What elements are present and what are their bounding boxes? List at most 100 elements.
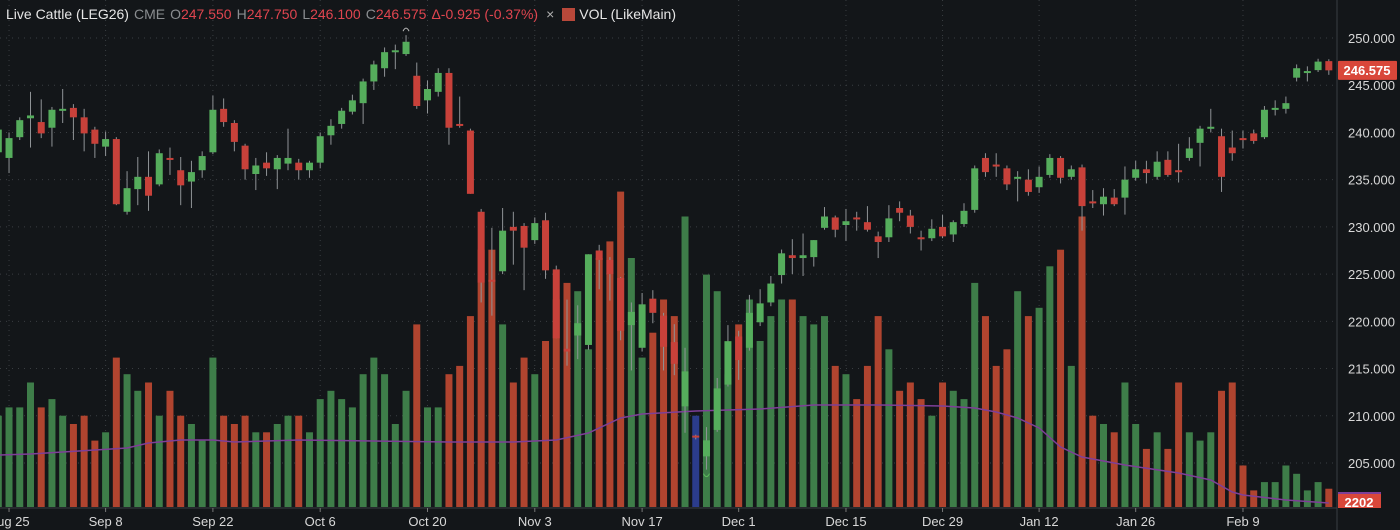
candle-body: [1218, 136, 1226, 177]
candle: [134, 157, 142, 206]
volume-bar: [1325, 488, 1333, 507]
candle-body: [949, 222, 957, 235]
candle-body: [670, 342, 678, 364]
price-tick-label: 250.000: [1348, 31, 1395, 46]
candle-body: [606, 259, 614, 275]
candle-body: [1046, 157, 1054, 175]
candle: [885, 205, 893, 242]
candle: [284, 128, 292, 171]
candle: [563, 299, 571, 366]
candle-body: [187, 172, 195, 182]
time-tick-label: Dec 1: [722, 514, 756, 529]
candle-body: [574, 323, 582, 336]
high-low-markers: [402, 27, 710, 478]
volume-legend-label[interactable]: VOL (LikeMain): [579, 6, 677, 22]
candle: [59, 89, 67, 123]
candle: [1014, 171, 1022, 202]
time-tick-label: Sep 8: [89, 514, 123, 529]
high-label: H: [236, 6, 247, 22]
candle-body: [445, 72, 453, 128]
time-tick-label: Jan 26: [1116, 514, 1155, 529]
volume-bar: [273, 424, 281, 507]
candle-body: [5, 138, 13, 158]
volume-bar: [305, 432, 313, 507]
open-label: O: [170, 6, 181, 22]
low-marker-icon: [703, 473, 710, 478]
candle: [273, 155, 281, 190]
candle: [713, 378, 721, 432]
candle: [91, 126, 99, 158]
candle: [1110, 189, 1118, 207]
high-marker-icon: [402, 27, 410, 32]
candle: [531, 217, 539, 244]
candle: [1153, 151, 1161, 180]
price-axis[interactable]: 250.000 245.000 240.000 235.000 230.000 225.0…: [1348, 31, 1395, 471]
remove-study-icon[interactable]: ×: [546, 6, 555, 22]
candle-body: [1014, 176, 1022, 179]
volume-bar: [0, 415, 2, 507]
candle-body: [488, 279, 496, 282]
volume-bar: [59, 415, 67, 507]
candle: [971, 165, 979, 213]
time-tick-label: Jan 12: [1020, 514, 1059, 529]
volume-color-swatch[interactable]: [562, 7, 576, 21]
volume-pane: [0, 191, 1333, 507]
candle-body: [230, 123, 238, 142]
candle-body: [499, 230, 507, 272]
candle: [305, 160, 313, 178]
candle-body: [134, 176, 142, 190]
candle: [906, 209, 914, 234]
candle-body: [48, 109, 56, 128]
candle-body: [1293, 68, 1301, 78]
time-tick-label: Oct 20: [408, 514, 446, 529]
volume-bar: [1003, 349, 1011, 507]
candle-body: [1164, 159, 1172, 175]
candle: [874, 231, 882, 259]
candle-body: [123, 188, 131, 212]
candle: [1282, 96, 1290, 114]
candle-body: [756, 303, 764, 323]
candle: [1207, 108, 1215, 133]
volume-bar: [1282, 465, 1290, 507]
candle-body: [853, 217, 861, 220]
candle-body: [0, 129, 2, 153]
volume-bar: [831, 365, 839, 507]
low-label: L: [302, 6, 311, 22]
candle-body: [434, 72, 442, 92]
candle: [863, 206, 871, 232]
candle: [26, 91, 34, 148]
candle: [102, 131, 110, 157]
time-tick-label: Feb 9: [1226, 514, 1259, 529]
candle: [1260, 106, 1268, 140]
candle-body: [617, 277, 625, 331]
volume-bar: [155, 415, 163, 507]
volume-bar: [692, 415, 700, 507]
candle-body: [842, 221, 850, 225]
candle-body: [1003, 168, 1011, 185]
candle: [584, 254, 592, 350]
low-value: 246.100: [310, 6, 361, 22]
price-tick-label: 230.000: [1348, 220, 1395, 235]
candle: [928, 219, 936, 242]
candle-body: [102, 139, 110, 147]
candle: [574, 305, 582, 360]
candle-body: [1078, 167, 1086, 207]
time-tick-label: Sep 22: [192, 514, 233, 529]
volume-bar: [284, 415, 292, 507]
symbol-title[interactable]: Live Cattle (LEG26): [6, 6, 129, 22]
volume-bar: [327, 390, 335, 507]
candle-body: [1260, 109, 1268, 138]
candle: [123, 171, 131, 215]
candle: [1121, 166, 1129, 215]
candle: [552, 265, 560, 339]
candle-body: [166, 157, 174, 160]
candle: [745, 294, 753, 351]
volume-bar: [520, 357, 528, 507]
candle-body: [402, 41, 410, 55]
candle-body: [1325, 61, 1333, 71]
candle-body: [1099, 196, 1107, 205]
time-axis[interactable]: Aug 25 Sep 8 Sep 22 Oct 6 Oct 20 Nov 3 Nov 17 D…: [0, 508, 1260, 529]
volume-bar: [1239, 465, 1247, 507]
volume-bar: [917, 399, 925, 507]
